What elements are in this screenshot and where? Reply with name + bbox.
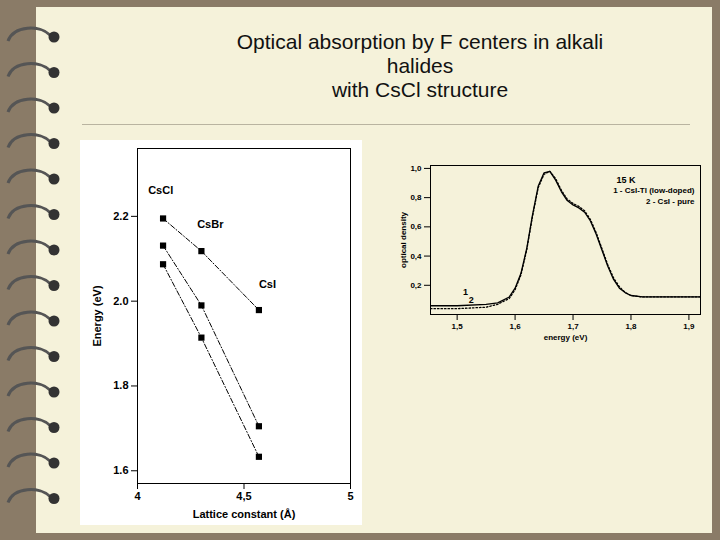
svg-text:1.6: 1.6 xyxy=(113,464,128,476)
svg-text:CsI: CsI xyxy=(259,278,276,290)
svg-text:0,4: 0,4 xyxy=(410,252,422,261)
svg-text:1,8: 1,8 xyxy=(625,322,637,331)
svg-text:energy (eV): energy (eV) xyxy=(544,333,588,342)
svg-text:1,6: 1,6 xyxy=(510,322,522,331)
svg-text:5: 5 xyxy=(347,490,353,502)
svg-text:1: 1 xyxy=(463,287,468,297)
svg-text:1 - CsI-Tl (low-doped): 1 - CsI-Tl (low-doped) xyxy=(613,186,695,195)
svg-text:2.2: 2.2 xyxy=(113,210,128,222)
svg-text:Lattice constant (Å): Lattice constant (Å) xyxy=(193,508,296,520)
svg-text:Energy (eV): Energy (eV) xyxy=(91,285,103,346)
html-text:Optical absorption by F center: Optical absorption by F centers in alkal… xyxy=(236,30,604,101)
svg-text:2 - CsI - pure: 2 - CsI - pure xyxy=(646,197,695,206)
svg-text:1,5: 1,5 xyxy=(452,322,464,331)
svg-text:0,2: 0,2 xyxy=(410,281,422,290)
svg-text:0,8: 0,8 xyxy=(410,193,422,202)
svg-text:2: 2 xyxy=(469,295,474,305)
svg-text:4: 4 xyxy=(134,490,141,502)
svg-text:15 K: 15 K xyxy=(616,175,636,185)
svg-text:1,9: 1,9 xyxy=(683,322,695,331)
svg-text:1.8: 1.8 xyxy=(113,379,128,391)
svg-text:4,5: 4,5 xyxy=(236,490,251,502)
svg-text:1,7: 1,7 xyxy=(567,322,579,331)
svg-text:0,6: 0,6 xyxy=(410,222,422,231)
svg-text:CsBr: CsBr xyxy=(197,218,224,230)
svg-text:optical density: optical density xyxy=(399,211,408,268)
svg-text:1,0: 1,0 xyxy=(410,164,422,173)
svg-text:CsCl: CsCl xyxy=(148,184,173,196)
svg-text:2.0: 2.0 xyxy=(113,295,128,307)
